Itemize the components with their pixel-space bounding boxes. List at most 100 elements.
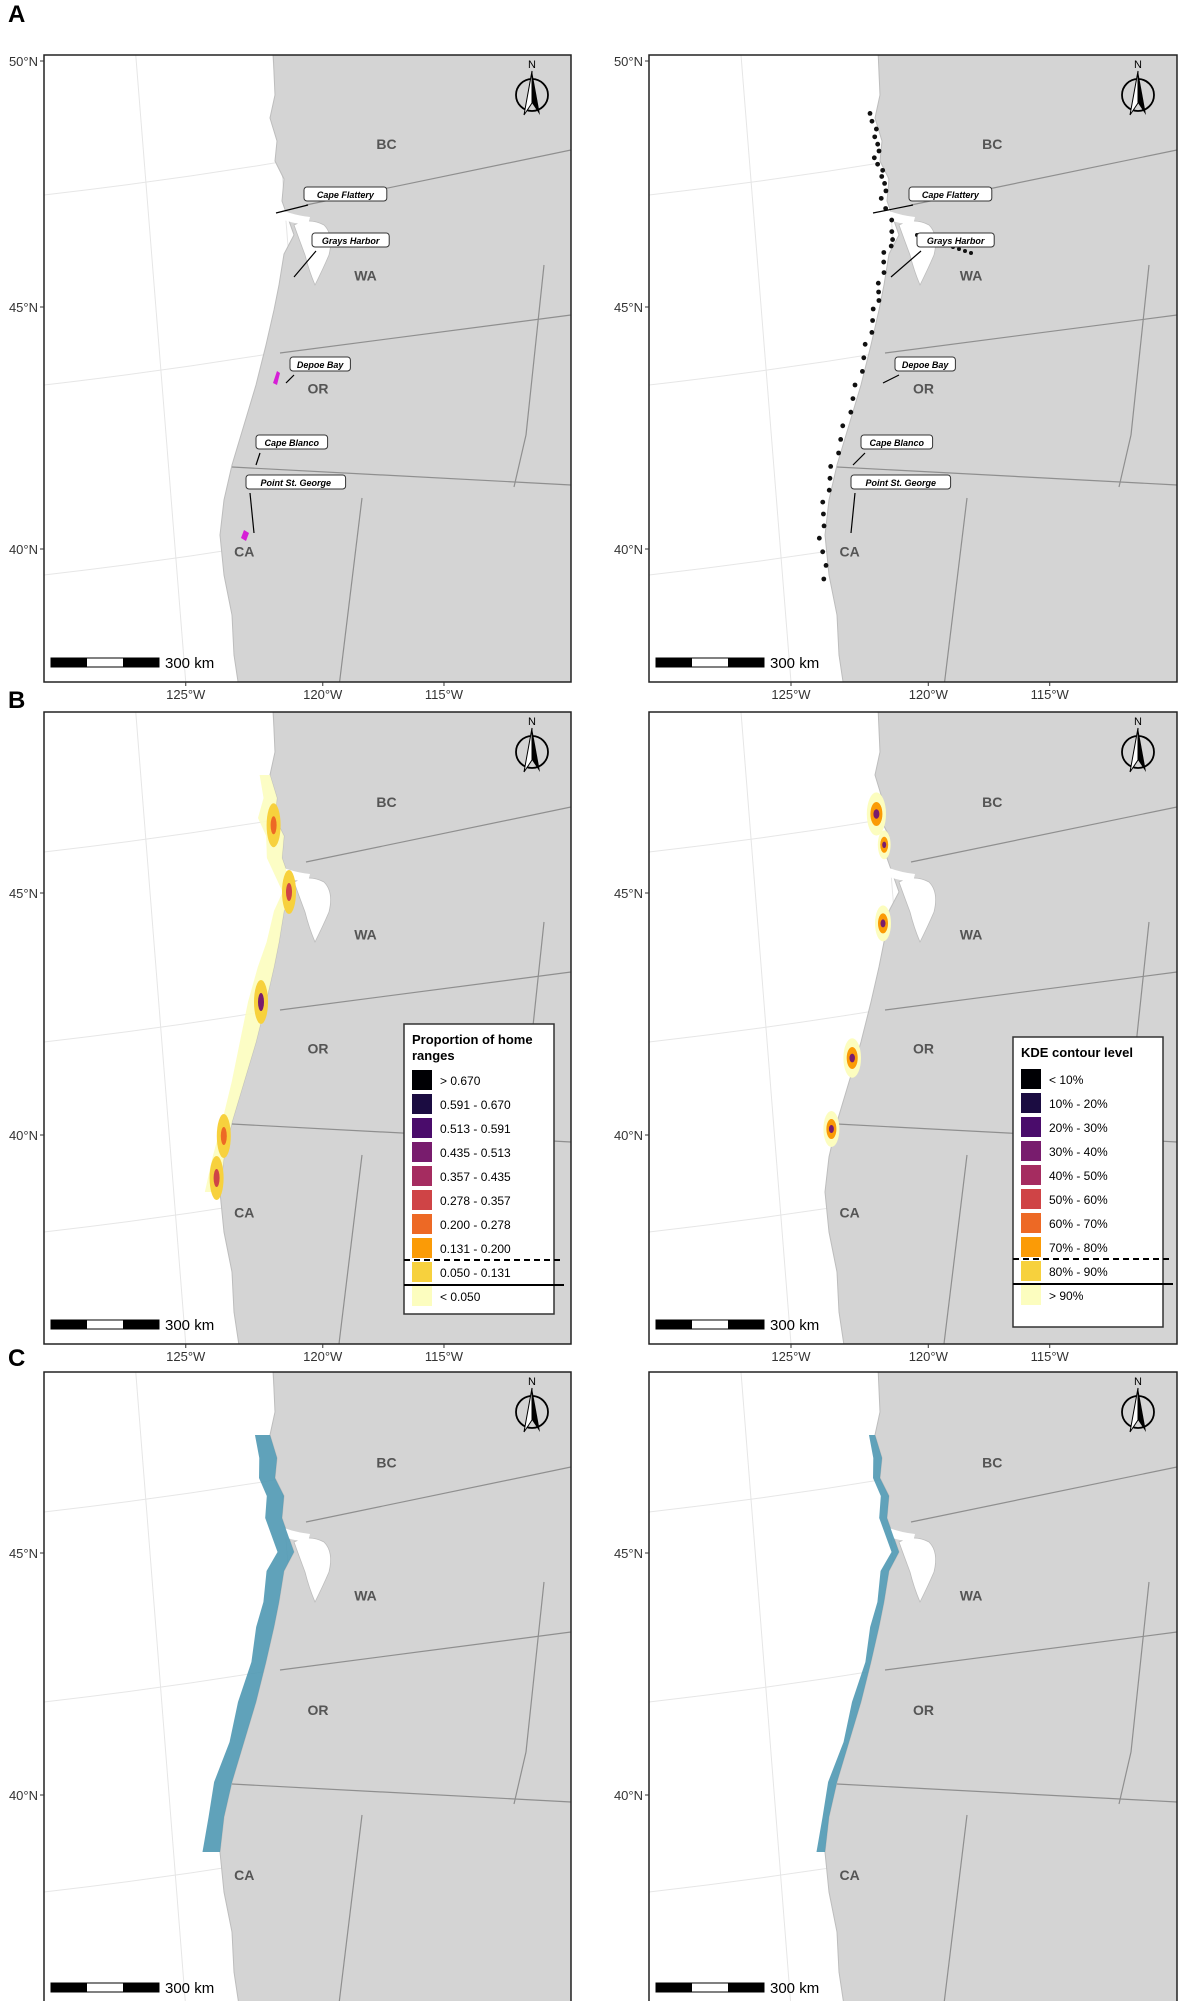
legend-item: 0.357 - 0.435	[440, 1170, 511, 1184]
legend-swatch	[1021, 1285, 1041, 1305]
region-label-ca: CA	[840, 1205, 860, 1221]
meridian-line	[135, 55, 187, 682]
meridian-line	[135, 1372, 186, 2001]
lon-label: 115°W	[425, 687, 464, 702]
lat-label: 45°N	[614, 886, 643, 901]
ca-nv-border	[338, 1154, 363, 1344]
north-arrow-icon	[523, 70, 533, 116]
legend-item: < 0.050	[440, 1290, 481, 1304]
location-point	[870, 318, 875, 323]
location-point	[870, 306, 876, 312]
legend-item: 20% - 30%	[1049, 1121, 1108, 1135]
north-label: N	[528, 716, 536, 728]
leader-line	[850, 492, 856, 534]
place-label: Point St. George	[866, 478, 937, 488]
map-content: BC WA OR CA Cape Flattery Grays Harbor Depoe B…	[649, 55, 1177, 682]
map-content: BC WA OR CA Cape Flattery Grays Harbor Depoe B…	[44, 55, 571, 682]
location-point	[879, 174, 885, 179]
north-arrow-icon	[532, 71, 540, 115]
legend-item: 0.200 - 0.278	[440, 1218, 511, 1232]
meridian-line	[740, 1372, 792, 2001]
scale-bar-segment	[728, 1983, 764, 1992]
leader-line	[249, 492, 255, 534]
ca-nv-border	[943, 497, 968, 682]
legend-swatch	[1021, 1141, 1041, 1161]
lon-label: 115°W	[1031, 1349, 1070, 1364]
wa-or-border	[884, 314, 1177, 354]
place-label-box	[289, 356, 351, 372]
habitat-area	[202, 1435, 294, 1852]
scale-label: 300 km	[770, 1980, 819, 1997]
legend-item: 0.050 - 0.131	[440, 1266, 511, 1280]
location-point	[876, 148, 882, 154]
location-point	[875, 280, 881, 286]
north-arrow-icon	[1129, 727, 1139, 773]
region-label-wa: WA	[354, 927, 377, 943]
place-label-box	[916, 232, 995, 248]
bc-wa-border	[305, 1466, 571, 1523]
scale-label: 300 km	[770, 655, 819, 672]
lat-label: 45°N	[614, 300, 643, 315]
legend-title: Proportion of home	[412, 1032, 533, 1047]
location-point	[820, 549, 826, 555]
panel-label: A	[8, 1, 25, 28]
bc-wa-border	[910, 1466, 1177, 1523]
kde-contour-core	[873, 809, 880, 819]
legend-swatch	[412, 1286, 432, 1306]
leader-line	[285, 374, 295, 384]
location-point	[862, 341, 868, 347]
legend-swatch	[412, 1238, 432, 1258]
legend-item: 60% - 70%	[1049, 1217, 1108, 1231]
lat-label: 40°N	[614, 1128, 643, 1143]
region-label-ca: CA	[840, 544, 860, 560]
legend-item: 50% - 60%	[1049, 1193, 1108, 1207]
location-point	[888, 243, 894, 249]
map-panel-b-right: BC WA OR CA N 300 km 45°N 40°N 125°W 120°W 115°W KD…	[614, 711, 1178, 1364]
region-label-ca: CA	[234, 544, 254, 560]
ca-nv-border	[338, 497, 363, 682]
wa-or-border	[279, 314, 571, 354]
region-label-bc: BC	[982, 1454, 1002, 1470]
scale-bar-segment	[656, 658, 692, 667]
place-label-box	[311, 232, 390, 248]
location-point	[957, 247, 961, 251]
or-id-border	[513, 434, 527, 488]
lon-label: 120°W	[303, 687, 343, 702]
juan-de-fuca-strait	[268, 205, 310, 225]
location-point	[861, 355, 867, 361]
wa-or-border	[884, 1631, 1177, 1671]
legend-item: 0.591 - 0.670	[440, 1098, 511, 1112]
legend-swatch	[1021, 1189, 1041, 1209]
map-panel-a-left: BC WA OR CA Cape Flattery Grays Harbor Depoe B…	[9, 54, 572, 702]
land-mass	[824, 55, 1177, 682]
location-point	[875, 161, 881, 167]
region-label-wa: WA	[960, 1588, 983, 1604]
leader-line	[255, 452, 261, 466]
leader-line	[890, 250, 922, 278]
lat-label: 45°N	[9, 1546, 38, 1561]
location-point	[823, 563, 829, 568]
meridian-line	[740, 55, 792, 682]
legend-item: 10% - 20%	[1049, 1097, 1108, 1111]
location-point	[876, 298, 882, 303]
place-label: Point St. George	[261, 478, 332, 488]
track-st-george	[241, 530, 249, 541]
lat-label: 40°N	[9, 1128, 38, 1143]
or-ca-border	[231, 1783, 571, 1803]
bc-wa-border	[305, 806, 571, 863]
north-arrow-icon	[532, 1388, 540, 1432]
home-range-peak	[258, 993, 264, 1011]
wa-id-border	[525, 264, 545, 436]
north-arrow-icon	[1129, 1387, 1139, 1433]
region-label-bc: BC	[982, 136, 1002, 152]
scale-label: 300 km	[165, 1317, 214, 1334]
track-depoe	[273, 371, 280, 385]
scale-label: 300 km	[770, 1317, 819, 1334]
legend-swatch	[412, 1094, 432, 1114]
puget-sound	[293, 1537, 332, 1603]
location-point	[827, 475, 833, 481]
or-ca-border	[231, 466, 571, 486]
location-point	[836, 450, 841, 456]
region-label-or: OR	[308, 1040, 329, 1056]
location-point	[889, 217, 895, 223]
